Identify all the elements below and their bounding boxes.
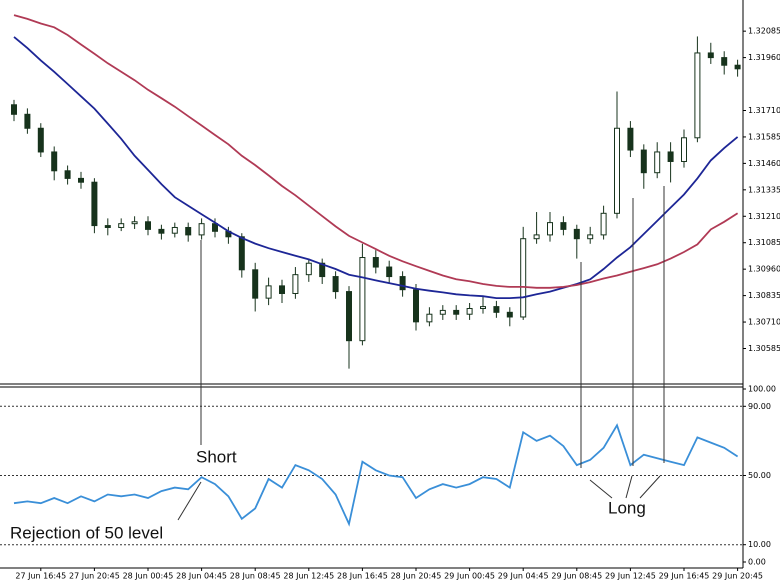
candle-body: [506, 311, 513, 318]
candle-body: [681, 137, 687, 162]
candle-body: [734, 64, 741, 70]
candle-body: [37, 127, 44, 153]
candle-body: [520, 238, 527, 318]
x-tick-label: 28 Jun 16:45: [337, 572, 388, 581]
candle-body: [627, 127, 634, 151]
candle-body: [386, 266, 393, 278]
x-tick-label: 29 Jun 20:45: [712, 572, 763, 581]
annotation-lines: [177, 186, 665, 521]
y-tick-label: 1.30835: [748, 291, 780, 300]
series-line: [13, 423, 739, 527]
candle-body: [118, 223, 125, 228]
candle-body: [252, 269, 259, 299]
y-tick-label: 1.31960: [748, 53, 780, 62]
x-tick-label: 29 Jun 04:45: [498, 572, 549, 581]
y-tick-label: 1.31210: [748, 212, 780, 221]
candle-body: [466, 308, 473, 315]
annotation: Rejection of 50 level: [10, 523, 163, 542]
x-tick-label: 28 Jun 08:45: [230, 572, 281, 581]
x-tick-label: 28 Jun 20:45: [391, 572, 442, 581]
candle-body: [426, 313, 433, 323]
candle-body: [654, 151, 661, 174]
candle-body: [104, 225, 111, 228]
candle-body: [560, 222, 567, 230]
x-tick-label: 29 Jun 00:45: [444, 572, 495, 581]
candle-body: [640, 149, 647, 174]
y-tick-label: 100.00: [748, 385, 776, 394]
candle-body: [319, 262, 326, 278]
annotation: Long: [608, 498, 646, 517]
y-tick-label: 1.31085: [748, 238, 780, 247]
series-line: [13, 36, 739, 299]
candle-body: [359, 257, 366, 342]
x-tick-label: 29 Jun 12:45: [605, 572, 656, 581]
candle-body: [51, 151, 58, 172]
candle-body: [158, 228, 165, 234]
candle-body: [265, 285, 272, 299]
candle-body: [279, 285, 285, 294]
candle-body: [145, 221, 151, 230]
candle-body: [547, 222, 553, 236]
y-tick-label: 1.30960: [748, 265, 780, 274]
series-line: [13, 14, 739, 289]
candle-body: [667, 151, 674, 162]
y-tick-label: 1.31710: [748, 106, 780, 115]
candle-body: [238, 236, 245, 271]
candle-body: [346, 291, 352, 342]
candle-body: [600, 212, 607, 236]
candle-body: [305, 262, 312, 276]
candle-body: [131, 221, 138, 225]
candle-body: [694, 52, 701, 139]
y-tick-label: 50.00: [748, 471, 771, 480]
y-tick-label: 1.32085: [748, 27, 780, 36]
candle-body: [493, 306, 500, 313]
y-tick-label: 1.30585: [748, 344, 780, 353]
candle-body: [78, 177, 84, 183]
annotation: Short: [196, 447, 237, 466]
x-tick-label: 29 Jun 08:45: [551, 572, 602, 581]
candle-body: [413, 289, 419, 323]
y-tick-label: 90.00: [748, 402, 771, 411]
candle-body: [480, 306, 486, 310]
candle-body: [439, 309, 446, 315]
candle-body: [707, 52, 714, 59]
y-tick-label: 10.00: [748, 540, 771, 549]
candle-body: [372, 257, 379, 268]
y-tick-label: 1.31585: [748, 132, 780, 141]
y-tick-label: 1.30710: [748, 318, 780, 327]
y-tick-label: 0.00: [748, 558, 766, 567]
x-tick-label: 29 Jun 16:45: [659, 572, 710, 581]
candle-body: [212, 223, 218, 232]
candle-body: [91, 181, 98, 227]
candle-body: [533, 234, 540, 240]
x-tick-label: 28 Jun 00:45: [123, 572, 174, 581]
candle-body: [332, 276, 339, 293]
y-tick-label: 1.31335: [748, 185, 780, 194]
x-tick-label: 28 Jun 12:45: [283, 572, 334, 581]
x-tick-label: 27 Jun 16:45: [15, 572, 66, 581]
y-tick-label: 1.31460: [748, 159, 780, 168]
candle-body: [399, 276, 406, 291]
candle-body: [721, 57, 728, 66]
candle-body: [292, 274, 299, 294]
x-tick-label: 27 Jun 20:45: [69, 572, 120, 581]
x-tick-label: 28 Jun 04:45: [176, 572, 227, 581]
candle-body: [587, 234, 594, 240]
candle-body: [24, 113, 31, 129]
candle-body: [453, 309, 460, 315]
candle-body: [185, 226, 192, 236]
candle-body: [573, 228, 580, 240]
candle-body: [614, 127, 620, 214]
candle-body: [198, 223, 205, 236]
candle-body: [64, 170, 71, 179]
candle-body: [171, 226, 178, 234]
candle-body: [11, 104, 17, 115]
